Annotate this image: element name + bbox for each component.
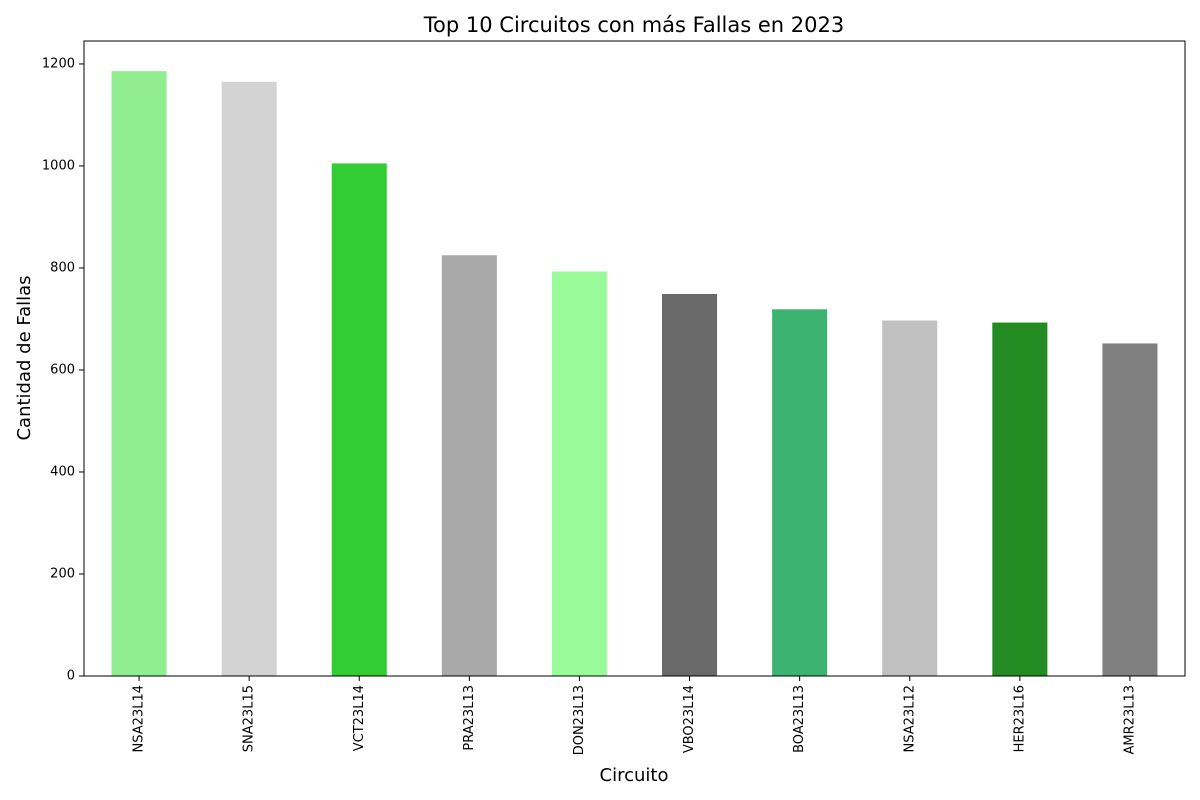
bar-boa23l13 [772, 309, 828, 676]
y-tick-label: 600 [50, 362, 75, 377]
x-tick-label: VBO23L14 [682, 685, 697, 753]
y-tick-label: 1200 [42, 56, 75, 71]
y-axis: 0 200 400 600 800 1000 1200 [42, 56, 84, 684]
x-axis-label: Circuito [600, 765, 669, 786]
x-tick-label: HER23L16 [1012, 685, 1027, 752]
x-tick-label: SNA23L15 [242, 685, 257, 752]
x-tick-label: PRA23L13 [462, 685, 477, 751]
bar-vbo23l14 [662, 293, 718, 676]
bar-amr23l13 [1102, 343, 1158, 676]
bars-group [111, 71, 1158, 677]
x-tick-label: NSA23L14 [132, 685, 147, 752]
bar-her23l16 [992, 322, 1048, 676]
x-tick-label: DON23L13 [572, 685, 587, 755]
y-tick-label: 200 [50, 566, 75, 581]
x-tick-label: BOA23L13 [792, 685, 807, 753]
y-axis-label: Cantidad de Fallas [14, 275, 35, 440]
bar-don23l13 [551, 271, 607, 676]
bar-nsa23l14 [111, 71, 167, 677]
x-tick-label: VCT23L14 [352, 685, 367, 751]
plot-frame [83, 40, 1186, 677]
bar-sna23l15 [221, 81, 277, 676]
chart-title: Top 10 Circuitos con más Fallas en 2023 [423, 13, 844, 37]
bar-pra23l13 [441, 255, 497, 677]
y-tick-label: 800 [50, 260, 75, 275]
x-axis: NSA23L14 SNA23L15 VCT23L14 PRA23L13 DON23L13… [132, 676, 1137, 755]
bar-vct23l14 [331, 163, 387, 676]
y-tick-label: 0 [67, 669, 75, 684]
x-tick-label: NSA23L12 [902, 685, 917, 752]
x-tick-label: AMR23L13 [1122, 685, 1137, 754]
y-tick-label: 1000 [42, 158, 75, 173]
bar-nsa23l12 [882, 320, 938, 676]
y-tick-label: 400 [50, 464, 75, 479]
